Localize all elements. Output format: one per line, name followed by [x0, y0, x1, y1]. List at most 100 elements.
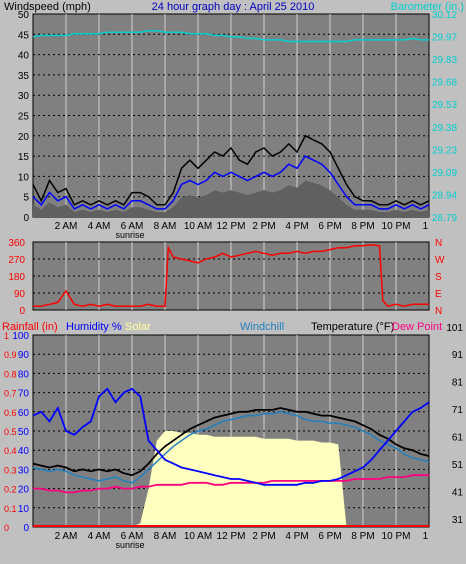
bot-x-tick: 4 PM [285, 531, 308, 542]
humidity-y-tick: 20 [18, 485, 30, 496]
bot-x-tick: 10 PM [382, 531, 411, 542]
barometer-y-tick: 28.79 [432, 213, 457, 224]
wind-low-shade [33, 180, 429, 217]
compass-label: N [435, 306, 442, 317]
barometer-y-tick: 29.53 [432, 100, 457, 111]
barometer-y-tick: 30.12 [432, 10, 457, 21]
temperature-y-tick: 61 [452, 432, 464, 443]
windspeed-y-tick: 0 [23, 213, 29, 224]
temperature-y-tick: 71 [452, 405, 464, 416]
compass-label: W [435, 255, 445, 266]
bot-sunrise-label: sunrise [115, 540, 144, 550]
legend-rainfall: Rainfall (in) [2, 321, 58, 333]
windspeed-y-tick: 20 [18, 132, 30, 143]
bot-x-tick: 2 AM [55, 531, 78, 542]
barometer-axis-title: Barometer (in.) [391, 1, 464, 13]
rainfall-y-tick: 0.7 [4, 389, 17, 399]
humidity-y-tick: 10 [18, 504, 30, 515]
top-x-tick: 10 AM [184, 221, 212, 232]
windspeed-y-tick: 50 [18, 10, 30, 21]
bot-x-tick: 8 PM [351, 531, 374, 542]
barometer-y-tick: 29.68 [432, 78, 457, 89]
humidity-y-tick: 100 [12, 331, 29, 342]
windspeed-y-tick: 25 [18, 112, 30, 123]
dewpoint-line [33, 474, 429, 494]
top-x-tick: 8 AM [154, 221, 177, 232]
page-title: 24 hour graph day : April 25 2010 [152, 1, 315, 13]
compass-label: E [435, 289, 442, 300]
rainfall-y-tick: 0.9 [4, 350, 17, 360]
wind-average-line [32, 155, 430, 210]
windspeed-axis-title: Windspeed (mph) [4, 1, 91, 13]
windchill-line [32, 411, 430, 484]
humidity-y-tick: 50 [18, 427, 30, 438]
direction-y-tick: 0 [19, 306, 25, 317]
top-x-tick: 6 PM [318, 221, 341, 232]
legend-solar: Solar [125, 321, 151, 333]
barometer-y-tick: 28.94 [432, 190, 457, 201]
barometer-y-tick: 29.09 [432, 168, 457, 179]
barometer-line [32, 30, 429, 43]
humidity-y-tick: 40 [18, 446, 30, 457]
legend-humidity: Humidity % [66, 321, 122, 333]
windspeed-y-tick: 30 [18, 91, 30, 102]
humidity-y-tick: 80 [18, 369, 30, 380]
top-x-tick: 4 AM [88, 221, 111, 232]
bottom-legend: Rainfall (in) Humidity % Solar Windchill… [2, 321, 442, 333]
legend-temperature: Temperature (°F) [311, 321, 394, 333]
windspeed-y-tick: 10 [18, 172, 30, 183]
temperature-line [32, 407, 430, 477]
humidity-y-tick: 70 [18, 389, 30, 400]
barometer-y-tick: 29.83 [432, 55, 457, 66]
top-sunrise-label: sunrise [115, 230, 144, 240]
bot-x-tick: 1 [423, 531, 429, 542]
rainfall-y-tick: 0.3 [4, 465, 17, 475]
rainfall-y-tick: 0.6 [4, 408, 17, 418]
temperature-humidity-chart: 00.10.20.30.40.50.60.70.80.9101020304050… [4, 323, 463, 550]
windspeed-y-tick: 35 [18, 71, 30, 82]
top-x-tick: 4 PM [285, 221, 308, 232]
humidity-y-tick: 60 [18, 408, 30, 419]
temperature-y-tick: 91 [452, 350, 464, 361]
temperature-y-tick: 51 [452, 460, 464, 471]
windspeed-y-tick: 5 [23, 193, 29, 204]
bot-x-tick: 6 PM [318, 531, 341, 542]
barometer-y-tick: 29.23 [432, 145, 457, 156]
barometer-y-tick: 29.97 [432, 33, 457, 44]
direction-y-tick: 270 [8, 255, 25, 266]
rainfall-y-tick: 0.1 [4, 504, 17, 514]
windspeed-y-tick: 40 [18, 51, 30, 62]
rainfall-y-tick: 0.4 [4, 446, 17, 456]
humidity-y-tick: 90 [18, 350, 30, 361]
compass-label: N [435, 238, 442, 249]
windspeed-line [32, 134, 430, 206]
bot-x-tick: 10 AM [184, 531, 212, 542]
direction-y-tick: 180 [8, 272, 25, 283]
windspeed-y-tick: 45 [18, 30, 30, 41]
bot-x-tick: 4 AM [88, 531, 111, 542]
top-x-tick: 10 PM [382, 221, 411, 232]
temperature-y-tick: 41 [452, 487, 464, 498]
rainfall-y-tick: 0 [4, 523, 9, 533]
rainfall-y-tick: 0.2 [4, 485, 17, 495]
bot-x-tick: 2 PM [252, 531, 275, 542]
legend-dewpoint: Dew Point [392, 321, 442, 333]
temperature-y-tick: 31 [452, 515, 464, 526]
top-x-tick: 2 PM [252, 221, 275, 232]
direction-y-tick: 360 [8, 238, 25, 249]
compass-label: S [435, 272, 442, 283]
top-x-tick: 6 AM [121, 221, 144, 232]
humidity-line [32, 387, 430, 486]
direction-line [33, 244, 429, 308]
top-x-tick: 2 AM [55, 221, 78, 232]
rainfall-y-tick: 0.5 [4, 427, 17, 437]
top-x-tick: 1 [423, 221, 429, 232]
direction-y-tick: 90 [14, 289, 26, 300]
rainfall-y-tick: 1 [4, 331, 9, 341]
temperature-y-tick: 101 [446, 323, 463, 334]
windspeed-y-tick: 15 [18, 152, 30, 163]
rainfall-y-tick: 0.8 [4, 369, 17, 379]
